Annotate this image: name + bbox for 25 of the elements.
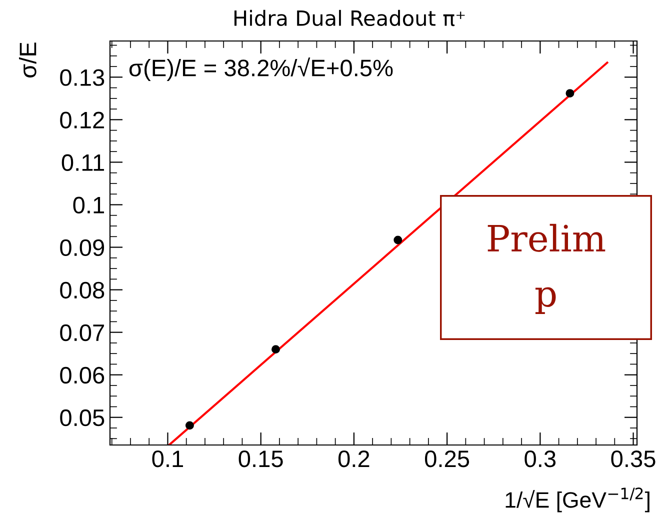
y-tick-label: 0.08	[60, 282, 104, 299]
y-tick-label: 0.11	[62, 154, 104, 171]
y-tick-label: 0.07	[60, 324, 104, 342]
x-tick-label: 0.15	[238, 450, 283, 468]
x-tick-label: 0.3	[524, 450, 556, 468]
point	[566, 89, 574, 98]
y-tick-label: 0.09	[60, 239, 104, 256]
point	[185, 421, 194, 430]
point	[394, 236, 402, 244]
y-tick-label: 0.06	[60, 366, 104, 384]
point	[272, 345, 280, 354]
x-tick-label: 0.2	[338, 450, 370, 468]
x-tick-label: 0.35	[611, 450, 656, 468]
x-tick-label: 0.25	[425, 450, 470, 468]
chart-title: Hidra Dual Readout π⁺	[234, 10, 465, 26]
annotation: Prelim	[488, 224, 606, 252]
annotation: σ(E)/E = 38.2%/√E+0.5%	[129, 57, 393, 82]
x-tick-label: 0.1	[152, 450, 183, 468]
annotation: p	[535, 287, 556, 314]
y-tick-label: 0.05	[60, 409, 104, 426]
y-axis-title: σ/E	[18, 42, 36, 78]
y-tick-label: 0.12	[60, 112, 104, 128]
y-tick-label: 0.13	[60, 69, 104, 86]
x-axis-title: 1/√E [GeV$^{−1/2}$]	[506, 488, 650, 512]
y-tick-label: 0.1	[73, 196, 104, 214]
